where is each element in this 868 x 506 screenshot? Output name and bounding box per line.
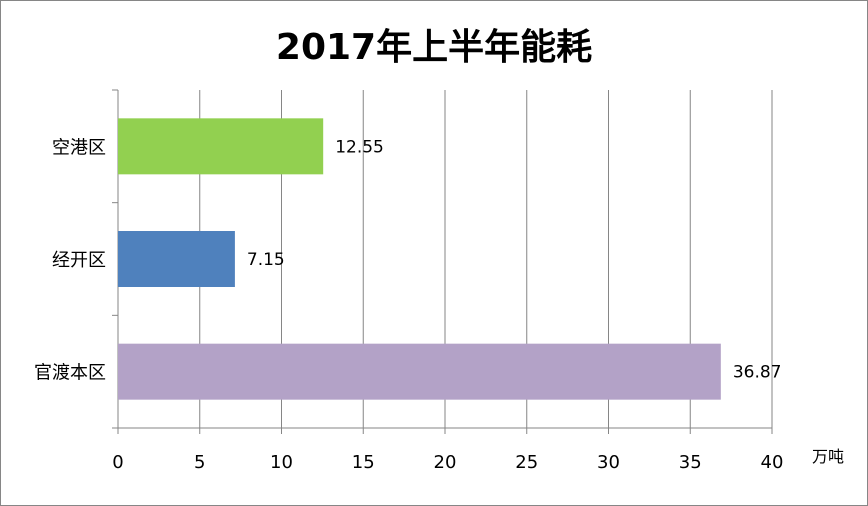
x-tick-label: 10 <box>270 452 293 473</box>
x-tick-label: 25 <box>515 452 538 473</box>
x-tick-label: 15 <box>352 452 375 473</box>
x-tick-label: 0 <box>112 452 123 473</box>
x-tick-label: 5 <box>194 452 205 473</box>
x-tick-label: 40 <box>761 452 784 473</box>
x-tick-label: 35 <box>679 452 702 473</box>
chart-title: 2017年上半年能耗 <box>275 27 593 68</box>
x-tick-label: 30 <box>597 452 620 473</box>
category-label: 经开区 <box>52 250 106 271</box>
data-label: 36.87 <box>733 363 782 383</box>
bar-3 <box>118 343 721 400</box>
data-label: 12.55 <box>335 137 384 157</box>
category-label: 空港区 <box>52 137 106 158</box>
x-tick-label: 20 <box>434 452 457 473</box>
bar-2 <box>118 231 235 287</box>
category-label: 官渡本区 <box>34 363 106 384</box>
data-label: 7.15 <box>247 250 285 270</box>
x-axis-unit-label: 万吨 <box>812 447 844 466</box>
bar-1 <box>118 118 324 175</box>
